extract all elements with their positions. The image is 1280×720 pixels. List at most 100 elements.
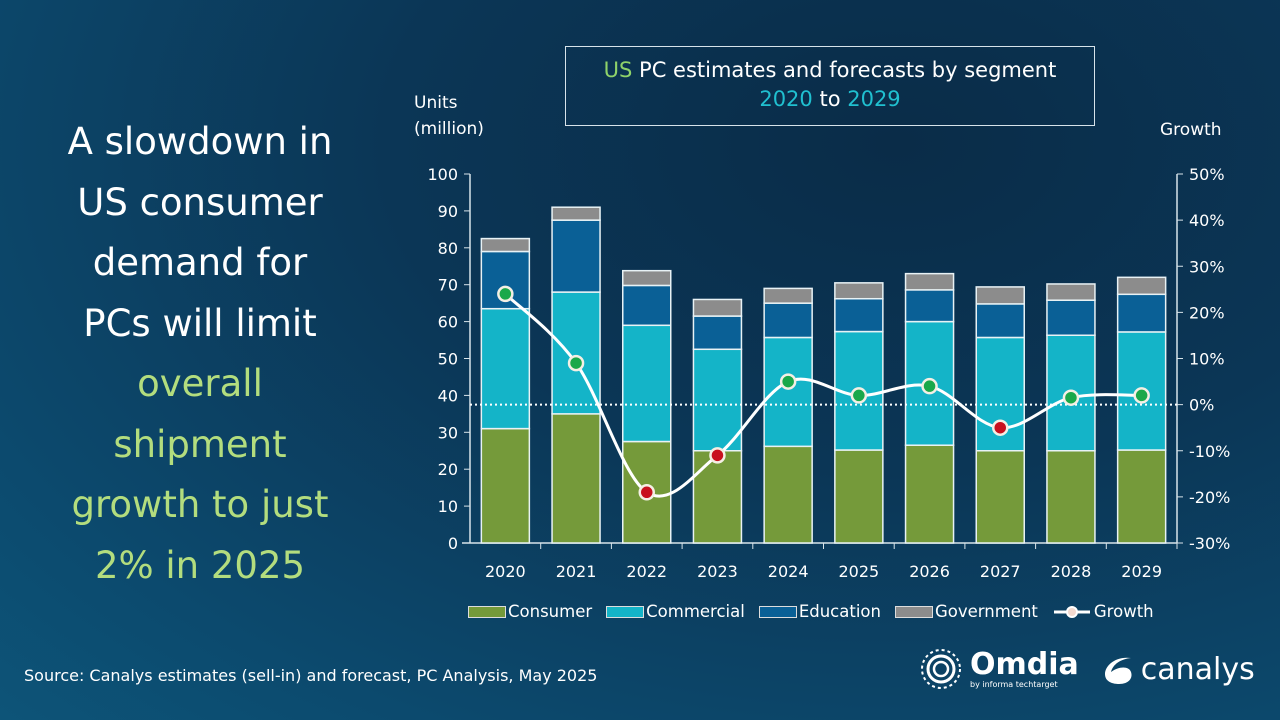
headline: A slowdown in US consumer demand for PCs… bbox=[20, 112, 380, 596]
omdia-wordmark: Omdia bbox=[970, 646, 1079, 682]
bar-education bbox=[834, 297, 884, 333]
growth-point bbox=[850, 387, 868, 404]
legend-label: Education bbox=[798, 602, 881, 621]
legend-swatch bbox=[894, 605, 933, 618]
bar-government bbox=[622, 269, 672, 287]
growth-point bbox=[497, 285, 514, 303]
y-tick-label: 60 bbox=[438, 313, 458, 332]
y-axis-label-line: (million) bbox=[414, 119, 484, 139]
legend-swatch bbox=[468, 605, 506, 618]
y-axis-label: Units (million) bbox=[414, 90, 484, 142]
bar-education bbox=[904, 289, 955, 323]
y-tick-label: 100 bbox=[427, 165, 458, 184]
bar-consumer bbox=[1116, 449, 1167, 544]
headline-line-highlight: shipment bbox=[113, 422, 287, 466]
legend-label: Consumer bbox=[508, 602, 593, 621]
legend-label: Government bbox=[934, 602, 1038, 621]
bar-government bbox=[904, 272, 955, 291]
y2-tick-label: 50% bbox=[1189, 165, 1225, 184]
y2-tick-label: 10% bbox=[1189, 350, 1225, 369]
logos: Omdia by informa techtarget canalys bbox=[918, 646, 1255, 692]
legend-swatch bbox=[606, 605, 645, 618]
y-tick-label: 40 bbox=[438, 386, 458, 405]
x-tick-label: 2022 bbox=[626, 562, 667, 581]
bar-government bbox=[1046, 283, 1096, 301]
title-year-to: 2029 bbox=[847, 87, 901, 111]
x-tick-label: 2027 bbox=[980, 562, 1021, 581]
legend: Consumer Commercial Education Government… bbox=[468, 602, 1154, 621]
bar-consumer bbox=[904, 444, 955, 544]
x-tick-label: 2021 bbox=[556, 562, 597, 581]
y2-tick-label: 0% bbox=[1189, 396, 1214, 415]
source-note: Source: Canalys estimates (sell-in) and … bbox=[24, 666, 598, 685]
legend-label: Growth bbox=[1093, 602, 1154, 621]
y-tick-label: 80 bbox=[438, 239, 458, 258]
bar-government bbox=[975, 286, 1025, 305]
headline-line-highlight: 2% in 2025 bbox=[94, 543, 306, 587]
bar-education bbox=[1046, 299, 1096, 337]
bar-commercial bbox=[692, 348, 743, 452]
headline-line: A slowdown in bbox=[67, 120, 333, 163]
y2-tick-label: 30% bbox=[1189, 257, 1225, 276]
x-tick-label: 2029 bbox=[1121, 562, 1162, 581]
omdia-logo-icon bbox=[921, 649, 961, 689]
bar-education bbox=[692, 315, 743, 351]
bar-consumer bbox=[1046, 450, 1096, 544]
y-tick-label: 50 bbox=[438, 350, 458, 369]
growth-point bbox=[1133, 387, 1150, 404]
bar-education bbox=[622, 284, 672, 327]
headline-line-highlight: growth to just bbox=[71, 483, 329, 526]
y2-tick-label: -10% bbox=[1189, 442, 1230, 461]
bar-consumer bbox=[480, 427, 531, 544]
chart-title-box: US PC estimates and forecasts by segment… bbox=[565, 46, 1095, 126]
y2-tick-label: -20% bbox=[1189, 488, 1230, 507]
omdia-subtext: by informa techtarget bbox=[970, 679, 1058, 689]
y2-axis-label: Growth bbox=[1160, 120, 1222, 140]
bar-government bbox=[834, 282, 884, 300]
growth-line-marker-icon bbox=[1053, 605, 1090, 618]
legend-item-education: Education bbox=[758, 602, 881, 621]
growth-point bbox=[567, 354, 585, 372]
legend-label: Commercial bbox=[646, 602, 745, 621]
y-tick-label: 20 bbox=[438, 460, 458, 479]
y-tick-label: 10 bbox=[438, 497, 458, 516]
legend-item-commercial: Commercial bbox=[606, 602, 745, 621]
y2-tick-label: 40% bbox=[1189, 211, 1225, 230]
bar-education bbox=[763, 302, 813, 339]
bar-education bbox=[975, 303, 1025, 339]
bar-consumer bbox=[975, 450, 1025, 544]
bar-government bbox=[692, 298, 743, 317]
bar-government bbox=[763, 287, 813, 304]
chart: 0 10 20 30 40 50 60 70 80 90 100 -30% -20% -10% 0% 10% 2… bbox=[427, 165, 1230, 581]
canalys-logo-icon bbox=[1104, 657, 1132, 684]
growth-line bbox=[504, 292, 1142, 498]
y-tick-label: 90 bbox=[438, 202, 458, 221]
x-tick-label: 2020 bbox=[485, 562, 526, 581]
y-tick-label: 70 bbox=[438, 276, 458, 295]
y2-tick-label: -30% bbox=[1189, 534, 1230, 553]
bar-government bbox=[551, 206, 601, 221]
x-tick-label: 2025 bbox=[838, 562, 879, 581]
growth-point bbox=[779, 373, 797, 390]
bar-education bbox=[1116, 293, 1167, 333]
bar-commercial bbox=[622, 324, 672, 443]
y-axis-label-line: Units bbox=[414, 93, 458, 113]
x-tick-label: 2023 bbox=[697, 562, 738, 581]
growth-point bbox=[992, 419, 1009, 436]
y-tick-label: 30 bbox=[438, 423, 458, 442]
canalys-wordmark: canalys bbox=[1140, 651, 1255, 687]
title-to: to bbox=[812, 87, 848, 111]
growth-point bbox=[638, 484, 655, 501]
title-text: PC estimates and forecasts by segment bbox=[632, 58, 1057, 82]
bar-consumer bbox=[551, 413, 601, 544]
headline-line: US consumer bbox=[77, 180, 323, 224]
canalys-logo: canalys bbox=[1101, 652, 1255, 687]
bar-commercial bbox=[480, 307, 531, 430]
growth-point bbox=[709, 447, 726, 464]
legend-item-growth: Growth bbox=[1052, 602, 1154, 621]
bar-government bbox=[480, 237, 531, 253]
headline-line-highlight: overall bbox=[137, 362, 263, 405]
bar-consumer bbox=[692, 450, 743, 544]
y2-tick-label: 20% bbox=[1189, 303, 1225, 322]
headline-line: demand for bbox=[92, 241, 308, 284]
